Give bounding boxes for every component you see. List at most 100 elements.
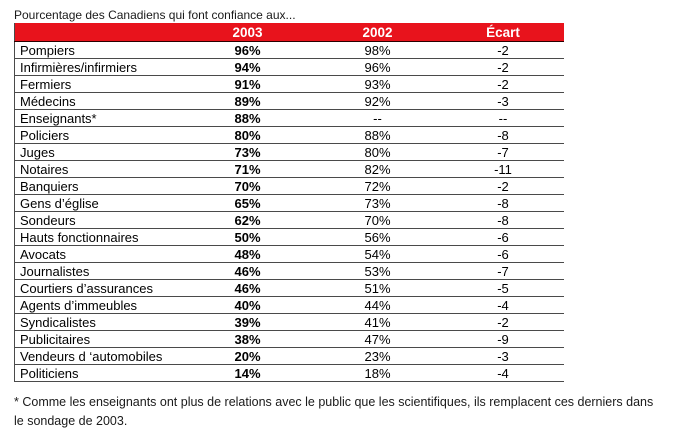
row-value-2002: 92% bbox=[312, 92, 443, 110]
row-value-2002: -- bbox=[312, 109, 443, 127]
row-value-2002: 41% bbox=[312, 313, 443, 331]
row-value-2002: 18% bbox=[312, 364, 443, 382]
row-value-2003: 71% bbox=[182, 160, 313, 178]
row-label: Juges bbox=[14, 143, 183, 161]
row-value-ecart: -3 bbox=[442, 92, 564, 110]
row-value-2002: 53% bbox=[312, 262, 443, 280]
row-value-ecart: -7 bbox=[442, 262, 564, 280]
table-row: Infirmières/infirmiers 94% 96% -2 bbox=[14, 58, 564, 76]
row-label: Notaires bbox=[14, 160, 183, 178]
row-value-2003: 91% bbox=[182, 75, 313, 93]
row-label: Médecins bbox=[14, 92, 183, 110]
row-value-2002: 47% bbox=[312, 330, 443, 348]
row-label: Avocats bbox=[14, 245, 183, 263]
row-value-2003: 46% bbox=[182, 262, 313, 280]
row-value-ecart: -9 bbox=[442, 330, 564, 348]
row-value-2003: 48% bbox=[182, 245, 313, 263]
row-value-2002: 72% bbox=[312, 177, 443, 195]
row-value-ecart: -2 bbox=[442, 58, 564, 76]
row-label: Syndicalistes bbox=[14, 313, 183, 331]
row-value-ecart: -5 bbox=[442, 279, 564, 297]
row-label: Vendeurs d ‘automobiles bbox=[14, 347, 183, 365]
row-value-2003: 62% bbox=[182, 211, 313, 229]
row-value-ecart: -2 bbox=[442, 177, 564, 195]
page-title: Pourcentage des Canadiens qui font confi… bbox=[14, 8, 296, 22]
row-value-2003: 94% bbox=[182, 58, 313, 76]
row-label: Agents d’immeubles bbox=[14, 296, 183, 314]
row-value-2003: 50% bbox=[182, 228, 313, 246]
row-value-ecart: -11 bbox=[442, 160, 564, 178]
row-value-2003: 73% bbox=[182, 143, 313, 161]
table-row: Sondeurs 62% 70% -8 bbox=[14, 211, 564, 229]
row-value-2002: 54% bbox=[312, 245, 443, 263]
table-header-row: 2003 2002 Écart bbox=[14, 23, 564, 42]
row-value-2002: 51% bbox=[312, 279, 443, 297]
row-value-ecart: -8 bbox=[442, 126, 564, 144]
row-label: Banquiers bbox=[14, 177, 183, 195]
row-value-ecart: -8 bbox=[442, 194, 564, 212]
row-value-2002: 82% bbox=[312, 160, 443, 178]
row-value-2003: 38% bbox=[182, 330, 313, 348]
row-value-2003: 65% bbox=[182, 194, 313, 212]
row-value-2002: 88% bbox=[312, 126, 443, 144]
table-row: Journalistes 46% 53% -7 bbox=[14, 262, 564, 280]
table-row: Policiers 80% 88% -8 bbox=[14, 126, 564, 144]
row-label: Pompiers bbox=[14, 41, 183, 59]
row-value-ecart: -- bbox=[442, 109, 564, 127]
table-row: Syndicalistes 39% 41% -2 bbox=[14, 313, 564, 331]
row-value-2003: 40% bbox=[182, 296, 313, 314]
row-label: Journalistes bbox=[14, 262, 183, 280]
table-row: Pompiers 96% 98% -2 bbox=[14, 41, 564, 59]
table-row: Médecins 89% 92% -3 bbox=[14, 92, 564, 110]
row-label: Courtiers d’assurances bbox=[14, 279, 183, 297]
row-value-2002: 98% bbox=[312, 41, 443, 59]
row-value-ecart: -7 bbox=[442, 143, 564, 161]
row-label: Fermiers bbox=[14, 75, 183, 93]
row-label: Sondeurs bbox=[14, 211, 183, 229]
row-value-ecart: -4 bbox=[442, 296, 564, 314]
row-value-2002: 44% bbox=[312, 296, 443, 314]
row-label: Policiers bbox=[14, 126, 183, 144]
row-label: Publicitaires bbox=[14, 330, 183, 348]
table-row: Publicitaires 38% 47% -9 bbox=[14, 330, 564, 348]
row-value-2002: 56% bbox=[312, 228, 443, 246]
row-value-2003: 14% bbox=[182, 364, 313, 382]
row-label: Politiciens bbox=[14, 364, 183, 382]
table-row: Vendeurs d ‘automobiles 20% 23% -3 bbox=[14, 347, 564, 365]
row-value-2002: 73% bbox=[312, 194, 443, 212]
footnote: * Comme les enseignants ont plus de rela… bbox=[14, 395, 654, 428]
row-value-2002: 23% bbox=[312, 347, 443, 365]
row-value-2003: 96% bbox=[182, 41, 313, 59]
table-row: Agents d’immeubles 40% 44% -4 bbox=[14, 296, 564, 314]
row-value-ecart: -2 bbox=[442, 313, 564, 331]
row-value-2002: 70% bbox=[312, 211, 443, 229]
row-label: Infirmières/infirmiers bbox=[14, 58, 183, 76]
table-row: Banquiers 70% 72% -2 bbox=[14, 177, 564, 195]
trust-table: 2003 2002 Écart Pompiers 96% 98% -2 Infi… bbox=[14, 23, 564, 382]
header-empty bbox=[14, 23, 183, 42]
row-label: Gens d’église bbox=[14, 194, 183, 212]
header-ecart: Écart bbox=[442, 23, 564, 42]
row-value-ecart: -8 bbox=[442, 211, 564, 229]
table-row: Enseignants* 88% -- -- bbox=[14, 109, 564, 127]
row-value-2003: 70% bbox=[182, 177, 313, 195]
row-value-ecart: -3 bbox=[442, 347, 564, 365]
row-value-2003: 39% bbox=[182, 313, 313, 331]
table-body: Pompiers 96% 98% -2 Infirmières/infirmie… bbox=[14, 41, 564, 382]
row-value-ecart: -2 bbox=[442, 75, 564, 93]
header-2002: 2002 bbox=[312, 23, 443, 42]
row-value-2003: 88% bbox=[182, 109, 313, 127]
row-value-2003: 46% bbox=[182, 279, 313, 297]
table-row: Hauts fonctionnaires 50% 56% -6 bbox=[14, 228, 564, 246]
row-label: Enseignants* bbox=[14, 109, 183, 127]
table-row: Politiciens 14% 18% -4 bbox=[14, 364, 564, 382]
row-value-ecart: -6 bbox=[442, 245, 564, 263]
row-value-ecart: -4 bbox=[442, 364, 564, 382]
row-label: Hauts fonctionnaires bbox=[14, 228, 183, 246]
row-value-2003: 80% bbox=[182, 126, 313, 144]
table-row: Courtiers d’assurances 46% 51% -5 bbox=[14, 279, 564, 297]
row-value-2002: 96% bbox=[312, 58, 443, 76]
table-row: Notaires 71% 82% -11 bbox=[14, 160, 564, 178]
row-value-2003: 89% bbox=[182, 92, 313, 110]
row-value-2002: 80% bbox=[312, 143, 443, 161]
